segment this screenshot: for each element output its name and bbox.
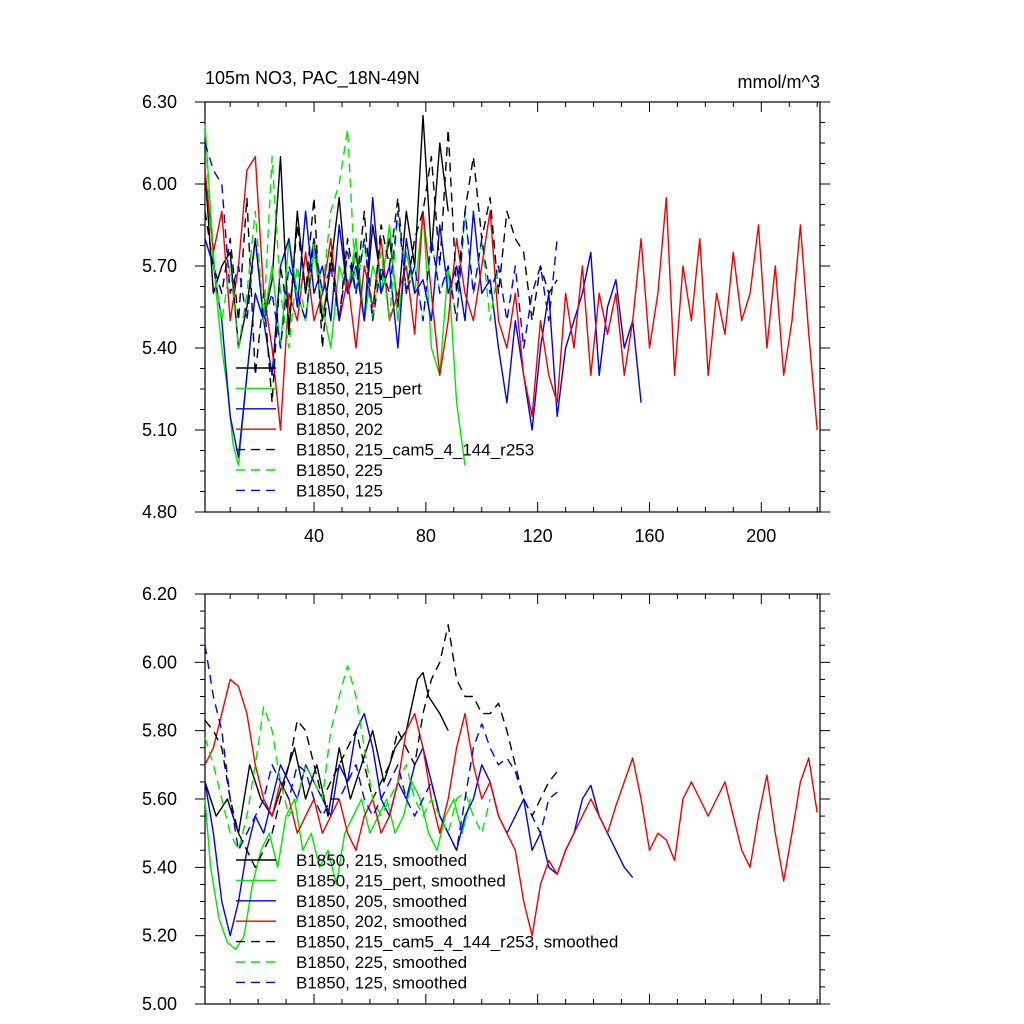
chart-units: mmol/m^3 bbox=[738, 72, 820, 92]
y-tick-label: 6.30 bbox=[142, 92, 177, 112]
y-tick-label: 6.00 bbox=[142, 174, 177, 194]
y-tick-label: 5.80 bbox=[142, 721, 177, 741]
y-tick-label: 5.10 bbox=[142, 420, 177, 440]
series-line bbox=[204, 624, 558, 868]
y-tick-label: 6.00 bbox=[142, 652, 177, 672]
y-tick-label: 5.00 bbox=[142, 994, 177, 1014]
series-line bbox=[204, 123, 466, 467]
legend-label: B1850, 215 bbox=[296, 359, 383, 378]
series-line bbox=[204, 128, 558, 404]
legend-label: B1850, 215_pert, smoothed bbox=[296, 871, 506, 890]
legend-label: B1850, 215_pert bbox=[296, 379, 422, 398]
legend-label: B1850, 125, smoothed bbox=[296, 973, 467, 992]
legend-label: B1850, 202 bbox=[296, 420, 383, 439]
series-line bbox=[204, 142, 558, 349]
legend-label: B1850, 225 bbox=[296, 461, 383, 480]
y-tick-label: 6.20 bbox=[142, 584, 177, 604]
legend-label: B1850, 215, smoothed bbox=[296, 851, 467, 870]
series-line bbox=[204, 665, 491, 851]
x-tick-label: 80 bbox=[416, 526, 436, 546]
x-tick-label: 40 bbox=[304, 526, 324, 546]
x-tick-label: 200 bbox=[746, 526, 776, 546]
series-line bbox=[204, 671, 449, 834]
series-line bbox=[204, 678, 818, 937]
bottom-panel: 5.00 5.20 5.40 5.60 5.80 6.00 6.20 B1850, 215,… bbox=[142, 584, 830, 1014]
chart-title: 105m NO3, PAC_18N-49N bbox=[205, 68, 420, 89]
legend-label: B1850, 205 bbox=[296, 400, 383, 419]
legend-label: B1850, 215_cam5_4_144_r253 bbox=[296, 441, 534, 460]
y-tick-label: 5.60 bbox=[142, 789, 177, 809]
y-tick-label: 5.40 bbox=[142, 338, 177, 358]
y-tick-label: 5.70 bbox=[142, 256, 177, 276]
x-tick-label: 160 bbox=[634, 526, 664, 546]
top-panel: 105m NO3, PAC_18N-49N mmol/m^3 40 80 120 16… bbox=[142, 68, 830, 546]
legend-label: B1850, 205, smoothed bbox=[296, 892, 467, 911]
y-tick-label: 5.40 bbox=[142, 857, 177, 877]
series-line bbox=[204, 128, 500, 349]
legend-label: B1850, 125 bbox=[296, 481, 383, 500]
y-tick-label: 5.20 bbox=[142, 926, 177, 946]
legend-label: B1850, 202, smoothed bbox=[296, 912, 467, 931]
legend-label: B1850, 225, smoothed bbox=[296, 953, 467, 972]
x-tick-label: 120 bbox=[523, 526, 553, 546]
series-line bbox=[204, 781, 472, 950]
series-line bbox=[204, 645, 558, 851]
y-tick-label: 4.80 bbox=[142, 502, 177, 522]
legend-label: B1850, 215_cam5_4_144_r253, smoothed bbox=[296, 933, 618, 952]
series-line bbox=[204, 155, 818, 431]
